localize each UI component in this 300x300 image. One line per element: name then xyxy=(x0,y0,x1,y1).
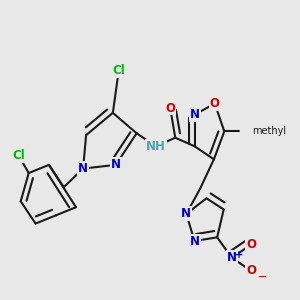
Text: methyl: methyl xyxy=(253,126,287,136)
Text: O: O xyxy=(246,264,256,277)
Text: N: N xyxy=(190,108,200,121)
Text: Cl: Cl xyxy=(12,149,25,162)
Text: O: O xyxy=(246,238,256,251)
Text: N: N xyxy=(190,235,200,248)
Text: O: O xyxy=(165,101,175,115)
Text: Cl: Cl xyxy=(112,64,125,76)
Text: NH: NH xyxy=(146,140,166,153)
Text: N: N xyxy=(227,251,237,264)
Text: N: N xyxy=(181,207,191,220)
Text: −: − xyxy=(258,272,267,282)
Text: +: + xyxy=(235,250,243,260)
Text: N: N xyxy=(78,162,88,175)
Text: O: O xyxy=(210,97,220,110)
Text: N: N xyxy=(111,158,121,171)
